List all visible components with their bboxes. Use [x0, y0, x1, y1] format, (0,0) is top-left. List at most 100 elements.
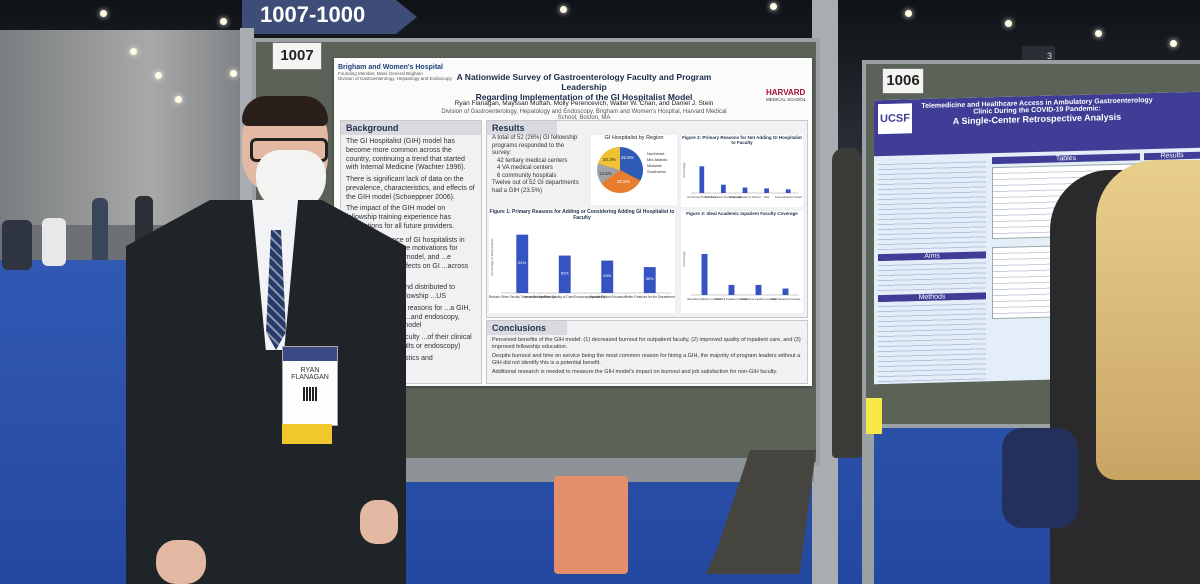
pie-slices — [597, 147, 643, 193]
ceiling-light — [1005, 20, 1012, 27]
ceiling-light — [175, 96, 182, 103]
presenter-hand — [360, 500, 398, 544]
ceiling-light — [155, 72, 162, 79]
figure-2: Figure 2: Primary Reasons for Not Adding… — [681, 135, 803, 207]
poster-title-line1: A Nationwide Survey of Gastroenterology … — [456, 72, 712, 92]
bar — [699, 166, 705, 193]
category-label: Believe Education Is Harmed — [730, 196, 761, 199]
bar-value-label: 52% — [561, 270, 569, 275]
conclusion-item: Additional research is needed to measure… — [492, 368, 778, 375]
person-orange-pants — [554, 476, 628, 574]
foreground-person-hair — [1096, 160, 1200, 480]
pie-title: GI Hospitalist by Region — [604, 135, 664, 141]
background-heading: Background — [341, 121, 481, 135]
harvard-sub: MEDICAL SCHOOL — [766, 97, 807, 102]
board-number-1007: 1007 — [272, 42, 322, 70]
bar-value-label: 45% — [603, 273, 611, 278]
category-label: GIHS Weekend Coverage — [771, 297, 801, 301]
category-label: Fewer Admission Overall — [775, 196, 802, 199]
bar — [643, 267, 656, 293]
presenter-hair — [242, 96, 328, 126]
y-axis-label: Percentage — [682, 162, 686, 178]
ucsf-logo: UCSF — [878, 103, 912, 135]
harvard-text: HARVARD — [766, 88, 806, 97]
pie-label: 32.6% — [621, 155, 634, 160]
pie-label: 14.5% — [599, 171, 612, 176]
ceiling-light — [770, 3, 777, 10]
ceiling-light — [230, 70, 237, 77]
bar — [701, 253, 708, 295]
figure-1-chart: 81% Reduce Other Faculty Time on Service/… — [489, 234, 675, 299]
division-name: Division of Gastroenterology, Hepatology… — [338, 76, 452, 81]
legend-entry: Northeast — [647, 151, 665, 156]
necktie — [266, 230, 286, 350]
bar — [755, 284, 762, 295]
figure-2-title: Figure 2: Primary Reasons for Not Adding… — [682, 135, 802, 145]
sticky-note — [866, 398, 882, 434]
figure-3-title: Figure 3: Ideal Academic Inpatient Facul… — [686, 211, 798, 216]
pie-label: 20.3% — [603, 157, 616, 162]
badge-ribbon — [282, 424, 332, 444]
conclusions-heading: Conclusions — [487, 321, 567, 335]
results-item: 4 VA medical centers — [497, 165, 553, 171]
y-axis-label: Percentage of Respondents — [490, 238, 494, 276]
presenter: RYAN FLANAGAN — [126, 96, 406, 584]
harvard-logo: HARVARD MEDICAL SCHOOL — [766, 88, 810, 102]
results-item: Twelve out of 52 GI departments had a GI… — [492, 180, 579, 194]
pie-label: 32.6% — [617, 179, 630, 184]
poster-authors: Ryan Flanagan, Mayssan Muftah, Molly Per… — [454, 100, 714, 107]
bar-value-label: 36% — [646, 276, 654, 281]
category-label: Time In Inpatient Service Currently — [705, 196, 743, 199]
ceiling-light — [1095, 30, 1102, 37]
figure-3: Figure 3: Ideal Academic Inpatient Facul… — [681, 211, 803, 313]
bar — [764, 188, 769, 193]
institution-sub: Founding Member, Mass General Brigham — [338, 71, 423, 76]
ceiling-light — [220, 18, 227, 25]
aisle-sign-text: 1007-1000 — [260, 2, 366, 27]
results-section: Results A total of 52 (26%) GI fellowshi… — [486, 120, 808, 318]
bar — [721, 184, 726, 193]
figure-1: Figure 1: Primary Reasons for Adding or … — [489, 209, 675, 313]
category-label: GIHS Some Inpatient Coverage — [740, 297, 777, 301]
bar — [601, 260, 614, 293]
bar — [516, 234, 529, 293]
background-item: There is significant lack of data on the… — [346, 176, 475, 201]
legend-entry: Southwest — [647, 169, 666, 174]
background-item: The impact of the GIH model on fellowshi… — [346, 205, 455, 230]
ceiling-light — [560, 6, 567, 13]
category-label: Do Not Feel There Is Need — [688, 196, 717, 199]
category-label: GIHS All Inpatient Coverage — [715, 297, 748, 301]
poster-2-left-col: Aims Methods — [878, 157, 986, 383]
ceiling-light — [100, 10, 107, 17]
poster-2-text-block — [878, 157, 986, 251]
aisle-sign: 1007-1000 — [242, 0, 417, 34]
poster-title-line2: Regarding Implementation of the GI Hospi… — [475, 92, 693, 102]
badge-header — [283, 347, 337, 361]
background-person — [2, 220, 32, 270]
background-person — [42, 218, 66, 266]
category-label: Reduce Other Faculty Time on Service/Bur… — [489, 295, 556, 299]
legend-entry: Midwest — [647, 163, 662, 168]
results-item: A total of 52 (26%) GI fellowship progra… — [492, 135, 578, 156]
ceiling-light — [130, 48, 137, 55]
bar — [782, 288, 789, 295]
bar — [558, 255, 571, 293]
badge-qr-code — [303, 387, 317, 401]
ceiling-light — [1170, 40, 1177, 47]
category-label: Better Finances for the Department — [625, 295, 675, 299]
results-item: 42 tertiary medical centers — [497, 157, 568, 164]
bar — [785, 189, 791, 193]
bar — [742, 187, 748, 193]
pie-chart: GI Hospitalist by Region 32.6% 32.6% 14.… — [591, 135, 677, 205]
board-leg — [862, 420, 874, 584]
bar — [728, 284, 735, 295]
category-label: Increased Inpatient Quality of Care/Endo… — [524, 295, 606, 299]
poster-affiliation: Division of Gastroenterology, Hepatology… — [441, 109, 727, 121]
badge-first-name: RYAN — [300, 367, 320, 374]
background-item: The GI Hospitalist (GIH) model has becom… — [346, 138, 466, 172]
results-item: 6 community hospitals — [497, 172, 557, 179]
presenter-hand — [156, 540, 206, 584]
category-label: Improve Fellow Education — [589, 295, 626, 299]
bag — [1002, 428, 1078, 528]
